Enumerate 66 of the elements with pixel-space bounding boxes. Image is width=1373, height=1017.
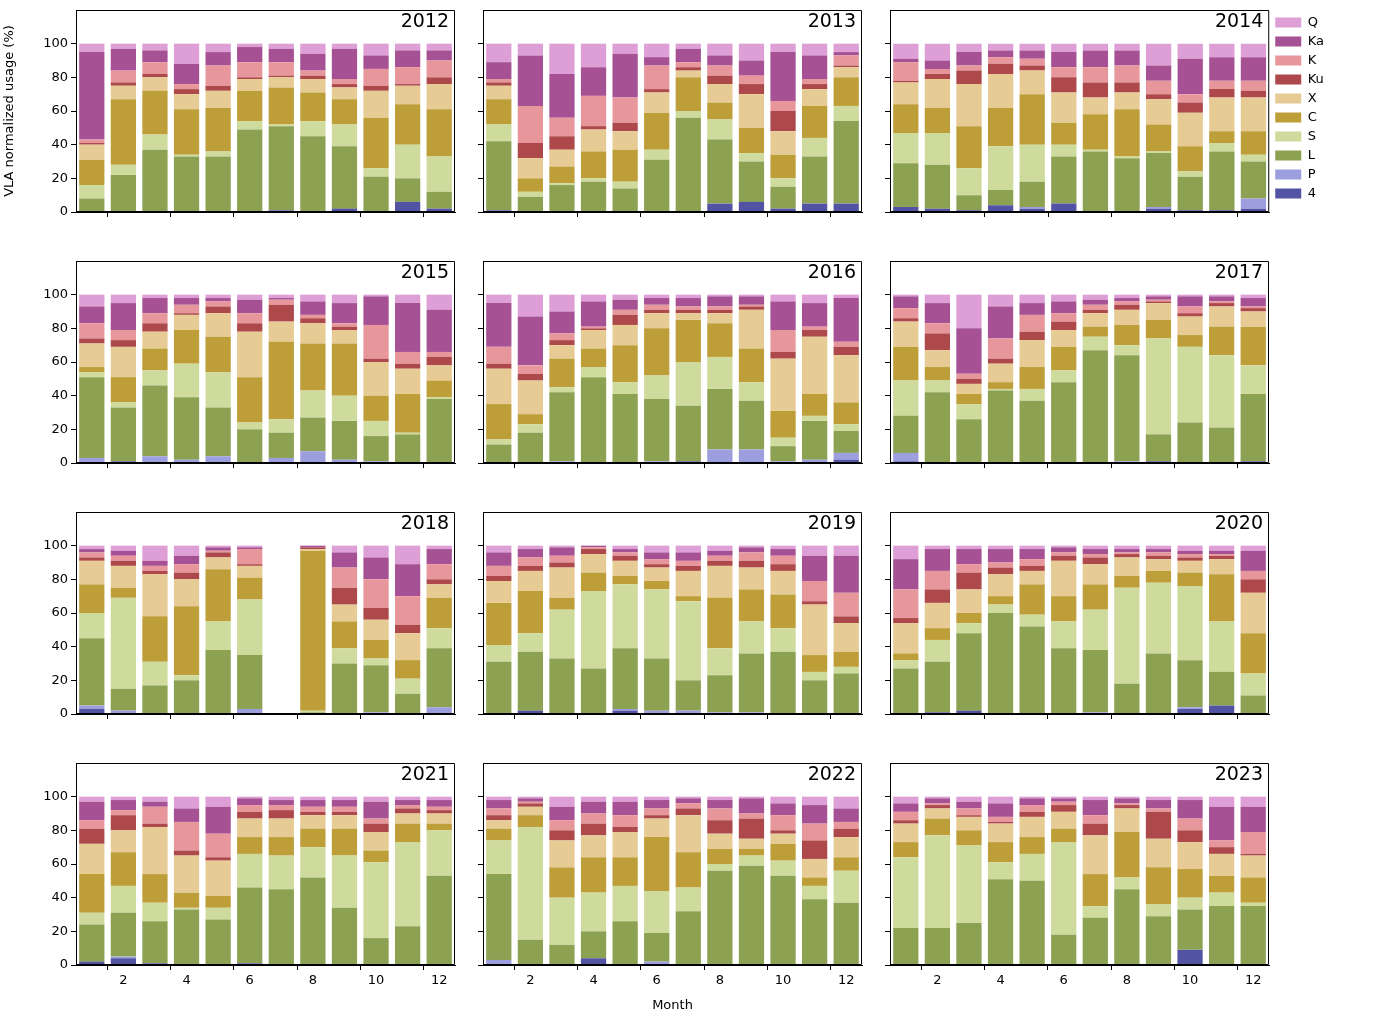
x-tick-label: 4 [589,972,598,988]
chart-title: 2012 [400,9,449,32]
legend-label: Ka [1307,32,1324,48]
x-tick-label: 6 [652,972,661,988]
x-tick-label: 4 [996,972,1005,988]
y-tick-label: 80 [51,821,68,837]
x-tick-label: 6 [245,972,254,988]
x-tick-label: 2 [119,972,128,988]
x-tick-label: 12 [1244,972,1262,988]
chart-title: 2013 [807,9,856,32]
x-tick-label: 4 [182,972,191,988]
legend-label: Q [1307,13,1318,29]
legend-label: S [1307,127,1316,143]
legend-label: P [1307,165,1316,181]
chart-title: 2015 [400,260,449,283]
chart-title: 2018 [400,511,449,534]
legend-label: L [1307,146,1316,162]
y-tick-label: 20 [51,922,68,938]
x-tick-label: 8 [308,972,318,988]
x-tick-label: 6 [1059,972,1068,988]
y-tick-label: 80 [51,319,68,335]
x-axis-title: Month [652,996,693,1012]
legend-label: X [1307,89,1317,105]
chart-title: 2021 [400,762,449,785]
legend-label: Ku [1307,70,1324,86]
legend-label: K [1307,51,1317,67]
y-tick-label: 80 [51,68,68,84]
x-tick-label: 10 [1181,972,1199,988]
legend-label: C [1307,108,1317,124]
y-tick-label: 20 [51,420,68,436]
y-tick-label: 20 [51,169,68,185]
y-tick-label: 60 [51,855,68,871]
chart-title: 2017 [1214,260,1263,283]
y-tick-label: 100 [43,537,68,553]
chart-title: 2016 [807,260,856,283]
chart-title: 2019 [807,511,856,534]
chart-title: 2020 [1214,511,1263,534]
x-tick-label: 10 [774,972,792,988]
y-tick-label: 100 [43,788,68,804]
y-tick-label: 100 [43,35,68,51]
x-tick-label: 12 [430,972,448,988]
chart-title: 2023 [1214,762,1263,785]
y-tick-label: 0 [59,203,68,219]
y-tick-label: 40 [51,638,68,654]
y-tick-label: 40 [51,136,68,152]
y-axis-title: VLA normalized usage (%) [1,25,17,197]
y-tick-label: 0 [59,454,68,470]
y-tick-label: 80 [51,570,68,586]
y-tick-label: 60 [51,102,68,118]
chart-title: 2014 [1214,9,1264,32]
y-tick-label: 60 [51,604,68,620]
y-tick-label: 40 [51,387,68,403]
y-tick-label: 40 [51,889,68,905]
chart-title: 2022 [807,762,856,785]
legend-label: 4 [1307,184,1317,200]
x-tick-label: 12 [837,972,855,988]
y-tick-label: 100 [43,286,68,302]
y-tick-label: 0 [59,956,68,972]
x-tick-label: 2 [526,972,535,988]
y-tick-label: 0 [59,705,68,721]
x-tick-label: 10 [367,972,385,988]
x-tick-label: 8 [715,972,725,988]
x-tick-label: 8 [1122,972,1132,988]
y-tick-label: 60 [51,353,68,369]
y-tick-label: 20 [51,671,68,687]
x-tick-label: 2 [933,972,942,988]
